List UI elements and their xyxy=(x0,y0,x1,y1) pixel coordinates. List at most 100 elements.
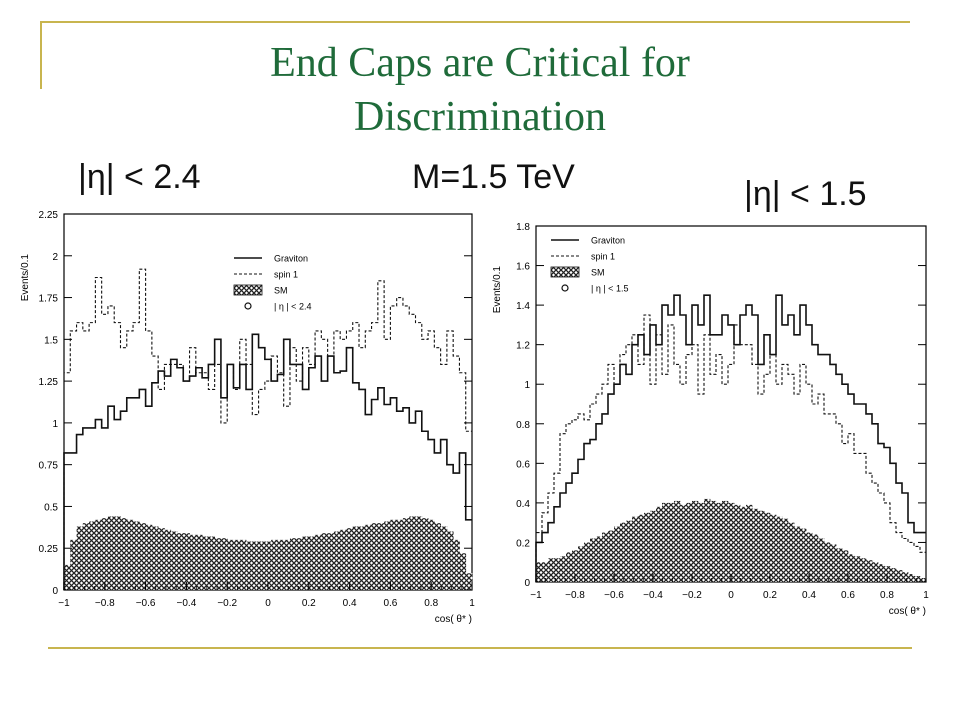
hist-line-spin-1 xyxy=(535,314,926,582)
hist-bin xyxy=(170,531,178,590)
hist-bin xyxy=(396,519,404,590)
hist-bin xyxy=(914,576,921,582)
y-tick-label: 0.5 xyxy=(44,502,58,513)
y-tick-label: 0 xyxy=(524,578,530,589)
hist-bin xyxy=(227,539,234,590)
x-tick-label: −0.2 xyxy=(217,598,237,609)
y-tick-label: 2 xyxy=(52,252,58,263)
hist-bin xyxy=(296,538,303,590)
legend-entry: | η | < 2.4 xyxy=(274,302,311,312)
legend: Graviton spin 1 SM | η | < 1.5 xyxy=(550,236,628,294)
hist-bin xyxy=(302,536,310,590)
hist-bin xyxy=(548,558,555,582)
hist-bin xyxy=(315,534,322,590)
legend-entry: | η | < 1.5 xyxy=(591,284,628,294)
y-tick-label: 1.6 xyxy=(516,262,530,273)
hist-bin xyxy=(860,558,867,582)
hist-bin xyxy=(233,539,241,590)
hist-bin xyxy=(189,534,197,590)
hist-bin xyxy=(107,516,115,590)
hist-bin xyxy=(650,510,657,582)
hist-bin xyxy=(195,534,203,590)
hist-bin xyxy=(214,538,222,590)
hist-bin xyxy=(126,519,134,590)
x-tick-label: 0.4 xyxy=(343,598,357,609)
hist-bin xyxy=(788,522,795,582)
hist-bin xyxy=(252,541,259,590)
hist-bin xyxy=(465,573,473,590)
hist-bin xyxy=(346,528,354,590)
x-tick-label: −0.8 xyxy=(95,598,115,609)
hist-bin xyxy=(668,502,675,582)
x-tick-label: 0.2 xyxy=(763,590,777,601)
hist-bin xyxy=(283,539,291,590)
y-tick-label: 0.6 xyxy=(516,459,530,470)
hist-bin xyxy=(434,523,442,590)
y-tick-label: 1.2 xyxy=(516,341,530,352)
hist-bin xyxy=(64,564,71,590)
hist-bin xyxy=(183,533,190,590)
hist-bin xyxy=(208,536,216,590)
hist-bin xyxy=(289,538,297,590)
hist-bin xyxy=(848,554,855,582)
y-tick-label: 1.4 xyxy=(516,301,530,312)
hist-bin xyxy=(352,526,360,590)
legend-entry: spin 1 xyxy=(591,252,615,262)
hist-bin xyxy=(662,502,669,582)
x-tick-label: 0.8 xyxy=(880,590,894,601)
hist-bin xyxy=(836,548,843,582)
hist-bin xyxy=(806,532,813,582)
hist-bin xyxy=(258,541,266,590)
hist-bin xyxy=(632,516,639,582)
hist-bin xyxy=(644,512,651,582)
hist-bin xyxy=(220,538,228,590)
hist-bin xyxy=(812,534,819,582)
hist-bin xyxy=(70,539,77,590)
hist-bin xyxy=(384,521,391,590)
left-rule xyxy=(40,21,42,89)
hist-bin xyxy=(830,544,837,582)
hist-bin xyxy=(308,536,316,590)
hist-bin xyxy=(908,574,915,582)
legend-entry: Graviton xyxy=(591,236,625,246)
bottom-rule xyxy=(48,647,912,649)
hist-bin xyxy=(794,526,801,582)
x-tick-label: 0.8 xyxy=(424,598,438,609)
hist-line-spin-1 xyxy=(63,268,472,590)
hist-bin xyxy=(453,539,460,590)
hist-bin xyxy=(614,526,621,582)
x-tick-label: 0.4 xyxy=(802,590,816,601)
x-tick-label: 1 xyxy=(469,598,475,609)
hist-bin xyxy=(866,560,873,582)
y-tick-label: 1.5 xyxy=(44,335,58,346)
hist-line-graviton xyxy=(535,294,926,582)
y-axis-label: Events/0.1 xyxy=(492,266,503,314)
hist-bin xyxy=(842,550,849,582)
x-tick-label: 0 xyxy=(728,590,734,601)
hist-bin xyxy=(734,504,741,582)
hist-bin xyxy=(246,541,253,590)
hist-bin xyxy=(139,523,146,590)
x-tick-label: −0.4 xyxy=(177,598,197,609)
y-tick-label: 0.75 xyxy=(39,461,59,472)
hist-bin xyxy=(371,523,379,590)
hist-bin xyxy=(95,519,103,590)
hist-bin xyxy=(824,542,831,582)
hist-bin xyxy=(818,538,825,582)
series-sm xyxy=(536,498,927,582)
hist-bin xyxy=(728,502,735,582)
x-axis-label: cos( θ* ) xyxy=(435,614,472,625)
hist-bin xyxy=(638,514,645,582)
x-tick-label: 0.6 xyxy=(383,598,397,609)
hist-bin xyxy=(704,498,711,582)
slide-title: End Caps are Critical for Discrimination xyxy=(270,40,690,140)
hist-bin xyxy=(878,564,885,582)
y-tick-label: 1 xyxy=(524,380,530,391)
y-tick-label: 0.8 xyxy=(516,420,530,431)
x-tick-label: −0.4 xyxy=(643,590,663,601)
hist-bin xyxy=(710,500,717,582)
hist-bin xyxy=(390,519,398,590)
hist-bin xyxy=(674,500,681,582)
hist-bin xyxy=(415,516,423,590)
